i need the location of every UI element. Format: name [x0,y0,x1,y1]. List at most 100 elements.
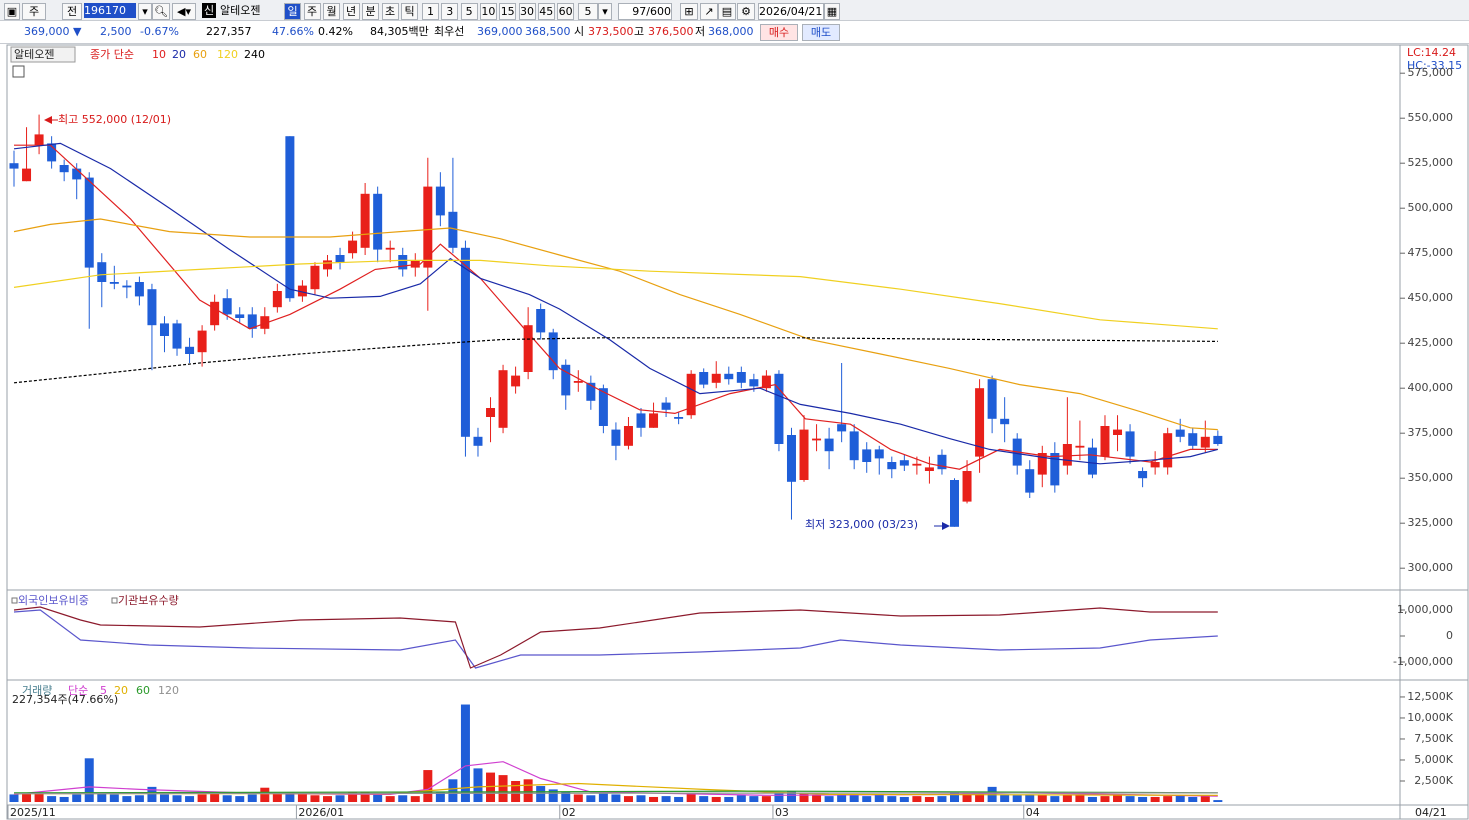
volume-bar [1062,795,1072,802]
code-dropdown[interactable]: ▾ [138,3,152,20]
volume-note: 227,354주(47.66%) [12,693,118,706]
calendar-button[interactable]: ▦ [824,3,840,20]
volume-bar [185,796,195,802]
candle-body [1138,471,1148,479]
candle-body [348,240,358,254]
candle-body [573,381,583,383]
date-input[interactable]: 2026/04/21 [758,3,824,20]
lc-label: LC:14.24 [1407,46,1456,59]
volume-bar [72,794,82,802]
volume-bar [1100,796,1110,802]
period-select[interactable]: 주 [22,3,46,20]
volume-bar [159,794,169,802]
interval-button[interactable]: 30 [518,3,536,20]
interval-button[interactable]: 3 [441,3,459,20]
volume-bar [548,789,558,802]
interval-button[interactable]: 5 [460,3,478,20]
candle-body [1113,429,1123,435]
volume-bar [423,770,433,802]
candle-body [210,301,220,326]
candle-body [611,429,621,446]
tool-icon[interactable]: ↗ [700,3,718,20]
candle-body [122,285,132,288]
y-tick-label: 575,000 [1408,66,1454,79]
cursor-date: 04/21 [1415,806,1447,819]
volume-bar [360,791,370,802]
interval-button[interactable]: 10 [479,3,497,20]
interval-button[interactable]: 일 [284,3,301,20]
candle-body [1100,426,1110,457]
open-label: 시 [574,25,585,38]
flag-badge: 신 [202,3,216,18]
count-select[interactable]: 5 [578,3,598,20]
chart-frame [6,44,1469,820]
candle-body [323,260,332,270]
volume-bar [122,796,132,802]
candle-body [172,323,182,349]
sell-button[interactable]: 매도 [802,24,840,41]
candle-body [1037,453,1047,475]
interval-button[interactable]: 60 [557,3,575,20]
volume-bar [849,795,859,802]
price: 369,000 ▼ [24,25,82,38]
stock-name: 알테오젠 [220,4,261,17]
volume-bar [523,779,533,802]
settings-icon[interactable]: ⚙ [737,3,755,20]
menu-icon[interactable]: ▣ [4,3,20,20]
volume-bar [22,792,32,802]
interval-button[interactable]: 분 [362,3,379,20]
buy-button[interactable]: 매수 [760,24,798,41]
y-tick-label: 325,000 [1408,516,1454,529]
interval-button[interactable]: 1 [422,3,439,20]
save-icon[interactable]: ▤ [718,3,736,20]
volume-bar [623,796,633,802]
candle-body [661,402,671,410]
candle-body [1050,453,1060,486]
code-input[interactable]: 196170 [84,3,136,18]
candle-body [849,431,859,461]
count-dropdown[interactable]: ▾ [598,3,612,20]
volume-bar [874,794,884,802]
volume-bar [197,794,207,802]
candle-body [862,449,872,462]
interval-button[interactable]: 월 [323,3,340,20]
interval-button[interactable]: 15 [499,3,517,20]
interval-button[interactable]: 주 [303,3,321,20]
candle-body [109,282,119,284]
candle-body [623,426,633,446]
interval-button[interactable]: 초 [381,3,399,20]
candle-body [874,449,884,459]
scope-select[interactable]: 전 [62,3,82,20]
volume-bar [335,795,345,802]
change: 2,500 [100,25,132,38]
candle-body [699,372,709,385]
candle-body [548,332,558,371]
candle-body [460,247,470,437]
volume-bar [1150,796,1160,802]
sound-button[interactable]: ◀▾ [172,3,196,20]
interval-button[interactable]: 45 [537,3,555,20]
volume-bar [260,787,270,802]
chart-title: 알테오젠 [14,47,54,61]
candle-body [586,382,596,401]
volume-bar [674,796,684,802]
volume-bar [736,795,746,802]
y-tick-label: 12,500K [1407,690,1453,703]
interval-button[interactable]: 틱 [401,3,418,20]
candle-body [987,379,997,419]
candle-body [1125,431,1135,457]
volume-bar [761,796,771,802]
y-tick-label: 450,000 [1408,291,1454,304]
candle-body [84,177,94,268]
candle-body [837,424,847,432]
candle-body [1163,433,1173,468]
interval-button[interactable]: 년 [342,3,360,20]
search-button[interactable]: 🔍︎ [152,3,170,20]
candle-body [636,413,646,428]
volume: 227,357 [206,25,252,38]
y-tick-label: 525,000 [1408,156,1454,169]
volume-bar [686,792,696,802]
legend-label: 외국인보유비중 [18,594,89,607]
x-tick-label: 2026/01 [298,806,344,819]
tool-icon[interactable]: ⊞ [680,3,698,20]
